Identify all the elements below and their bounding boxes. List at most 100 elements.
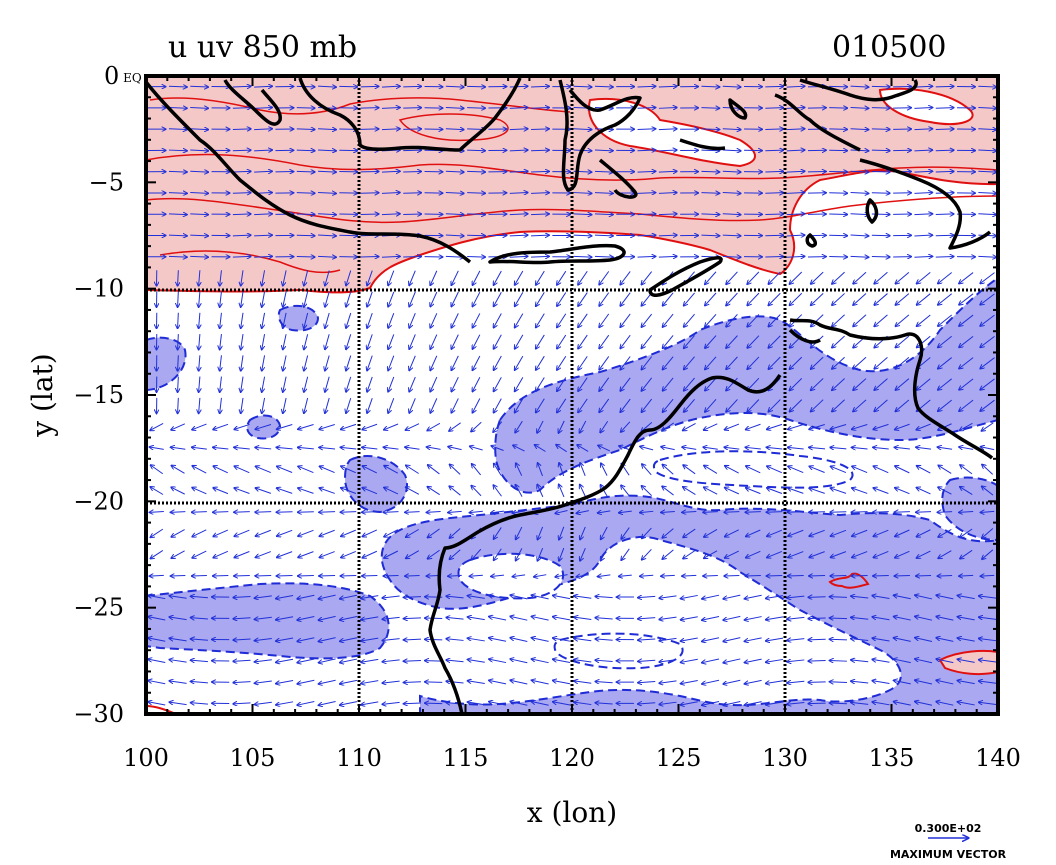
wind-vector [831, 466, 847, 473]
wind-vector [573, 214, 592, 215]
wind-vector [621, 548, 630, 560]
wind-vector [254, 256, 272, 257]
wind-vector [553, 702, 571, 706]
wind-vector [171, 512, 186, 513]
wind-vector [382, 702, 400, 704]
wind-vector [936, 616, 954, 621]
wind-vector [894, 680, 911, 685]
wind-vector [472, 313, 481, 327]
wind-vector [325, 376, 330, 392]
wind-vector [297, 679, 315, 684]
wind-vector [241, 397, 243, 413]
wind-vector [446, 660, 464, 662]
wind-vector [658, 150, 677, 151]
wind-vector [914, 193, 932, 194]
wind-vector [451, 291, 459, 306]
wind-vector [296, 235, 315, 236]
wind-vector [852, 447, 868, 449]
wind-vector [262, 376, 266, 392]
wind-vector [960, 465, 973, 475]
wind-vector [766, 595, 784, 599]
wind-vector [621, 527, 630, 539]
wind-vector [684, 398, 695, 412]
wind-vector [382, 681, 400, 683]
wind-vector [467, 193, 485, 194]
plot-area [146, 76, 998, 714]
wind-vector [895, 357, 910, 368]
wind-vector [936, 638, 954, 642]
wind-vector [746, 488, 761, 495]
wind-vector [169, 702, 187, 705]
wind-vector [531, 214, 549, 215]
wind-vector [536, 292, 545, 306]
wind-vector [232, 108, 251, 109]
wind-vector [171, 575, 186, 576]
wind-vector [150, 423, 164, 430]
wind-vector [283, 334, 287, 349]
wind-vector [362, 512, 378, 513]
wind-vector [516, 548, 523, 560]
wind-vector [318, 193, 336, 194]
wind-vector [788, 447, 804, 449]
wind-vector [726, 399, 738, 411]
wind-vector [509, 235, 528, 236]
wind-vector [915, 701, 933, 706]
wind-vector [276, 512, 293, 513]
wind-vector [935, 256, 954, 257]
wind-vector [319, 529, 335, 536]
wind-vector [681, 637, 698, 641]
wind-vector [234, 488, 250, 494]
wind-vector [361, 680, 379, 684]
wind-vector [346, 355, 352, 371]
wind-vector [346, 334, 352, 349]
wind-vector [641, 398, 653, 412]
wind-vector [557, 334, 567, 349]
wind-vector [702, 701, 720, 706]
wind-vector [362, 529, 378, 537]
wind-vector [557, 398, 567, 413]
wind-vector [341, 423, 357, 429]
y-tick-label: −15 [73, 381, 124, 409]
wind-vector [254, 660, 272, 662]
wind-vector [232, 193, 251, 194]
wind-vector [451, 313, 459, 327]
wind-vector [895, 293, 910, 305]
wind-vector [744, 701, 762, 705]
wind-vector [468, 638, 485, 642]
wind-vector [190, 171, 208, 172]
wind-vector [850, 86, 869, 87]
wind-vector [661, 511, 675, 512]
wind-vector [914, 107, 932, 108]
wind-vector [531, 256, 549, 257]
wind-vector [510, 680, 528, 685]
wind-vector [255, 551, 271, 558]
wind-vector [296, 150, 315, 151]
wind-vector [405, 423, 420, 430]
wind-vector [494, 463, 502, 476]
wind-vector [704, 465, 718, 474]
wind-vector [580, 485, 586, 498]
wind-vector [894, 617, 911, 621]
wind-vector [199, 376, 200, 393]
wind-vector [169, 638, 187, 641]
wind-vector [199, 312, 200, 329]
wind-vector [641, 271, 653, 285]
wind-vector [512, 575, 526, 577]
wind-vector [873, 488, 889, 494]
wind-vector [684, 313, 695, 327]
wind-vector [168, 214, 187, 215]
wind-vector [705, 335, 717, 349]
wind-vector [703, 447, 718, 449]
wind-vector [663, 335, 674, 348]
wind-vector [745, 512, 761, 513]
wind-vector [574, 702, 592, 704]
wind-vector [509, 150, 528, 151]
wind-vector [405, 512, 420, 513]
wind-vector [553, 617, 571, 621]
wind-vector [851, 660, 869, 662]
wind-vector [659, 702, 677, 704]
wind-vector [853, 399, 867, 412]
wind-vector [489, 702, 507, 706]
wind-vector [790, 271, 803, 284]
wind-vector [663, 377, 674, 391]
